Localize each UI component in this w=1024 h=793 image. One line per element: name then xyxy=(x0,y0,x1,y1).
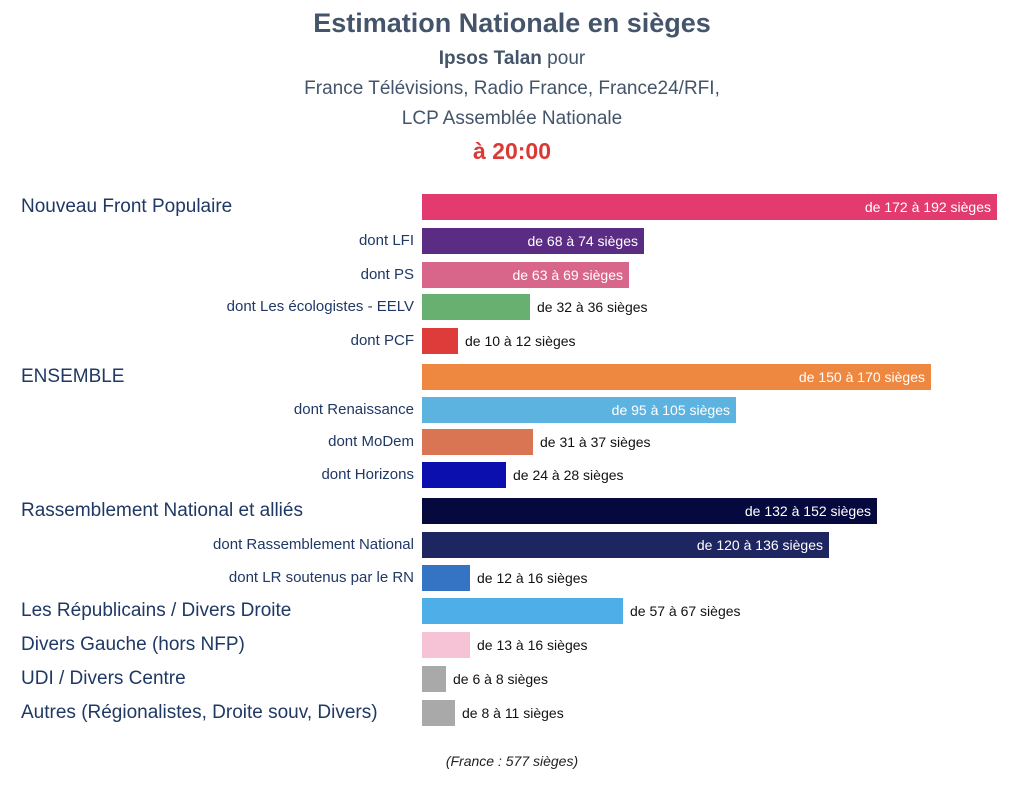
chart-subtitle-pollster: Ipsos Talan pour xyxy=(0,48,1024,70)
subcategory-label: dont Horizons xyxy=(321,466,414,483)
chart-title: Estimation Nationale en sièges xyxy=(313,8,711,38)
data-label: de 32 à 36 sièges xyxy=(537,299,648,315)
chart-row: dont Horizons de 24 à 28 sièges xyxy=(0,462,1024,488)
chart-row: dont LR soutenus par le RN de 12 à 16 siè… xyxy=(0,565,1024,591)
chart-row: dont Rassemblement National de 120 à 136 … xyxy=(0,532,1024,558)
bar xyxy=(422,632,470,658)
subcategory-label: dont LFI xyxy=(358,232,414,249)
bar xyxy=(422,565,470,591)
chart-row: ENSEMBLE de 150 à 170 sièges xyxy=(0,364,1024,390)
chart-time: à 20:00 xyxy=(472,138,551,164)
data-label: de 172 à 192 sièges xyxy=(864,199,991,215)
chart-row: Nouveau Front Populaire de 172 à 192 sièg… xyxy=(0,194,1024,220)
data-label: de 120 à 136 sièges xyxy=(696,537,823,553)
bar xyxy=(422,397,736,423)
bar xyxy=(422,364,931,390)
data-label: de 68 à 74 sièges xyxy=(527,233,638,249)
bar xyxy=(422,262,629,288)
category-label: Rassemblement National et alliés xyxy=(21,500,303,521)
data-label: de 150 à 170 sièges xyxy=(798,369,925,385)
chart-row: dont PCF de 10 à 12 sièges xyxy=(0,328,1024,354)
bar xyxy=(422,700,455,726)
category-label: Autres (Régionalistes, Droite souv, Dive… xyxy=(21,702,378,723)
chart-row: UDI / Divers Centre de 6 à 8 sièges xyxy=(0,666,1024,692)
category-label: ENSEMBLE xyxy=(21,366,125,387)
bar xyxy=(422,462,506,488)
pollster-name: Ipsos Talan xyxy=(438,48,542,69)
bar xyxy=(422,429,533,455)
pollster-pour: pour xyxy=(541,48,586,69)
category-label: Nouveau Front Populaire xyxy=(21,196,233,217)
bar xyxy=(422,194,997,220)
chart-row: Rassemblement National et alliés de 132 à… xyxy=(0,498,1024,524)
bar xyxy=(422,228,644,254)
category-label: Divers Gauche (hors NFP) xyxy=(21,634,245,655)
chart-subtitle-clients-1: France Télévisions, Radio France, France… xyxy=(304,78,720,99)
bar xyxy=(422,598,623,624)
chart-row: dont Renaissance de 95 à 105 sièges xyxy=(0,397,1024,423)
data-label: de 31 à 37 sièges xyxy=(540,434,651,450)
bar xyxy=(422,666,446,692)
bar xyxy=(422,498,877,524)
subcategory-label: dont Renaissance xyxy=(293,401,414,418)
data-label: de 24 à 28 sièges xyxy=(513,467,624,483)
bar xyxy=(422,532,829,558)
bar xyxy=(422,328,458,354)
data-label: de 57 à 67 sièges xyxy=(630,603,741,619)
category-label: Les Républicains / Divers Droite xyxy=(21,600,292,621)
data-label: de 95 à 105 sièges xyxy=(611,402,730,418)
data-label: de 63 à 69 sièges xyxy=(512,267,623,283)
chart-row: Divers Gauche (hors NFP) de 13 à 16 siège… xyxy=(0,632,1024,658)
subcategory-label: dont Les écologistes - EELV xyxy=(226,298,414,315)
chart-row: Les Républicains / Divers Droite de 57 à … xyxy=(0,598,1024,624)
chart-row: Autres (Régionalistes, Droite souv, Dive… xyxy=(0,700,1024,726)
data-label: de 10 à 12 sièges xyxy=(465,333,576,349)
chart-footnote: (France : 577 sièges) xyxy=(445,753,579,769)
chart-subtitle-clients-2: LCP Assemblée Nationale xyxy=(401,108,623,129)
bar xyxy=(422,294,530,320)
subcategory-label: dont LR soutenus par le RN xyxy=(228,569,414,586)
category-label: UDI / Divers Centre xyxy=(21,668,186,689)
data-label: de 132 à 152 sièges xyxy=(744,503,871,519)
subcategory-label: dont MoDem xyxy=(328,433,414,450)
data-label: de 6 à 8 sièges xyxy=(453,671,548,687)
data-label: de 13 à 16 sièges xyxy=(477,637,588,653)
chart-row: dont LFI de 68 à 74 sièges xyxy=(0,228,1024,254)
subcategory-label: dont Rassemblement National xyxy=(213,536,414,553)
chart-row: dont Les écologistes - EELV de 32 à 36 si… xyxy=(0,294,1024,320)
chart-row: dont PS de 63 à 69 sièges xyxy=(0,262,1024,288)
data-label: de 12 à 16 sièges xyxy=(477,570,588,586)
subcategory-label: dont PCF xyxy=(350,332,414,349)
subcategory-label: dont PS xyxy=(360,266,414,283)
chart-row: dont MoDem de 31 à 37 sièges xyxy=(0,429,1024,455)
data-label: de 8 à 11 sièges xyxy=(462,705,564,721)
